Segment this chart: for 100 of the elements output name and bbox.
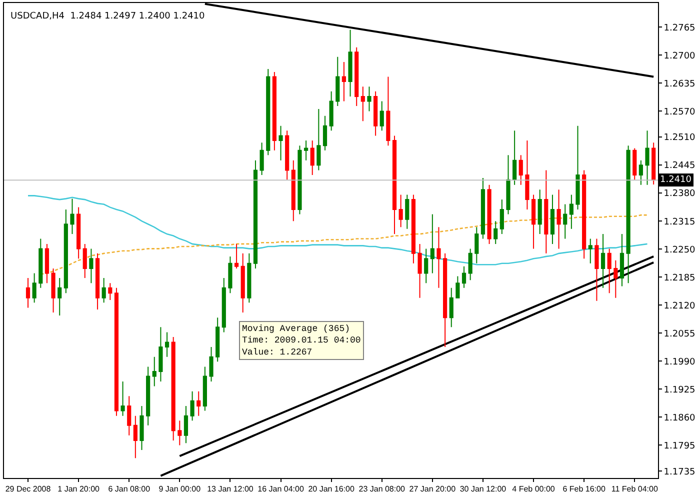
candlestick [120, 380, 125, 416]
candlestick [272, 71, 276, 151]
y-tick-label: 1.2570 [664, 107, 696, 118]
y-tick-label: 1.1925 [664, 385, 696, 396]
candlestick [322, 115, 328, 151]
y-tick-label: 1.2635 [664, 79, 696, 90]
candlestick [184, 406, 188, 444]
candlestick [82, 243, 87, 278]
candlestick [563, 204, 568, 240]
candlestick [645, 130, 650, 186]
x-tick-label: 9 Jan 00:00 [158, 484, 202, 494]
candlestick [298, 145, 302, 215]
candlestick [234, 243, 239, 270]
candlestick [133, 415, 138, 459]
candlestick [588, 238, 592, 264]
text: USDCAD,H4 1.2484 1.2497 1.2400 1.2410 [10, 11, 206, 22]
candlestick [474, 226, 479, 264]
candlestick [398, 194, 403, 228]
y-tick-label: 1.2380 [664, 189, 696, 200]
candlestick [468, 248, 472, 281]
candlestick [374, 90, 378, 136]
candlestick [506, 154, 510, 215]
candlestick [76, 206, 81, 260]
candlestick [626, 145, 630, 284]
y-tick-label: 1.2315 [664, 217, 696, 228]
candlestick [51, 268, 56, 313]
candlestick [240, 252, 245, 313]
x-tick-label: 30 Jan 12:00 [460, 484, 507, 494]
candlestick [576, 125, 580, 210]
candlestick [544, 170, 548, 254]
candlestick [556, 189, 561, 250]
candlestick [449, 287, 454, 328]
y-tick-label: 1.1795 [664, 441, 696, 452]
candlestick [228, 256, 232, 294]
y-tick-label: 1.1860 [664, 413, 696, 424]
candlestick [336, 56, 340, 107]
candlestick [95, 252, 100, 310]
candlestick [480, 178, 486, 240]
candlestick [127, 396, 132, 436]
candlestick [392, 135, 397, 235]
candlestick [58, 278, 62, 316]
candlestick [456, 276, 460, 298]
candlestick [291, 160, 296, 222]
candlestick [247, 252, 252, 304]
candlestick [285, 130, 290, 180]
candlestick [209, 346, 214, 382]
x-tick-label: 20 Jan 16:00 [308, 484, 355, 494]
ref-line-label: 1.2410 [660, 175, 692, 185]
candlestick [164, 332, 170, 358]
candlestick [102, 278, 106, 304]
candlestick [32, 272, 36, 304]
candlestick [38, 238, 43, 288]
y-tick-label: 1.2120 [664, 301, 696, 312]
candlestick [531, 194, 536, 250]
candlestick [278, 125, 283, 161]
candlestick [638, 160, 643, 186]
x-tick-label: 4 Feb 00:00 [512, 484, 556, 494]
candlestick [360, 86, 365, 122]
candlestick [607, 248, 612, 294]
candlestick [614, 260, 618, 298]
candlestick [487, 184, 492, 244]
candlestick [512, 130, 517, 186]
candlestick [152, 356, 156, 387]
y-tick-label: 1.2250 [664, 245, 696, 256]
line-series [40, 214, 648, 275]
candlestick [569, 194, 574, 230]
candlestick [494, 220, 498, 244]
candlestick [411, 194, 416, 264]
y-tick-label: 1.2700 [664, 51, 696, 62]
candlestick [405, 194, 410, 230]
candlestick [652, 142, 656, 185]
candlestick [158, 326, 163, 382]
candlestick [222, 278, 226, 333]
candlestick [114, 287, 119, 416]
candlestick [140, 406, 144, 450]
candlestick [500, 199, 504, 235]
candlestick [329, 90, 334, 132]
candlestick [266, 68, 270, 156]
candlestick [316, 108, 321, 171]
x-tick-label: 16 Jan 04:00 [258, 484, 304, 494]
line-series [27, 195, 648, 266]
candlestick [146, 366, 150, 426]
candlestick [196, 390, 201, 416]
candlestick [386, 76, 390, 146]
candlestick [342, 62, 346, 102]
y-tick-label: 1.1990 [664, 357, 696, 368]
candlestick [64, 208, 68, 294]
candlestick [582, 170, 586, 260]
candlestick [171, 336, 176, 441]
y-tick-label: 1.2510 [664, 133, 696, 144]
candlestick [310, 140, 314, 176]
candlestick [538, 189, 542, 235]
x-tick-label: 1 Jan 20:00 [58, 484, 100, 494]
candlestick [594, 238, 599, 302]
candlestick [424, 248, 428, 284]
candlestick [525, 140, 530, 210]
y-tick-label: 1.2185 [664, 273, 696, 284]
candlestick [304, 140, 308, 161]
candlestick [190, 390, 194, 422]
candlestick [216, 317, 220, 362]
